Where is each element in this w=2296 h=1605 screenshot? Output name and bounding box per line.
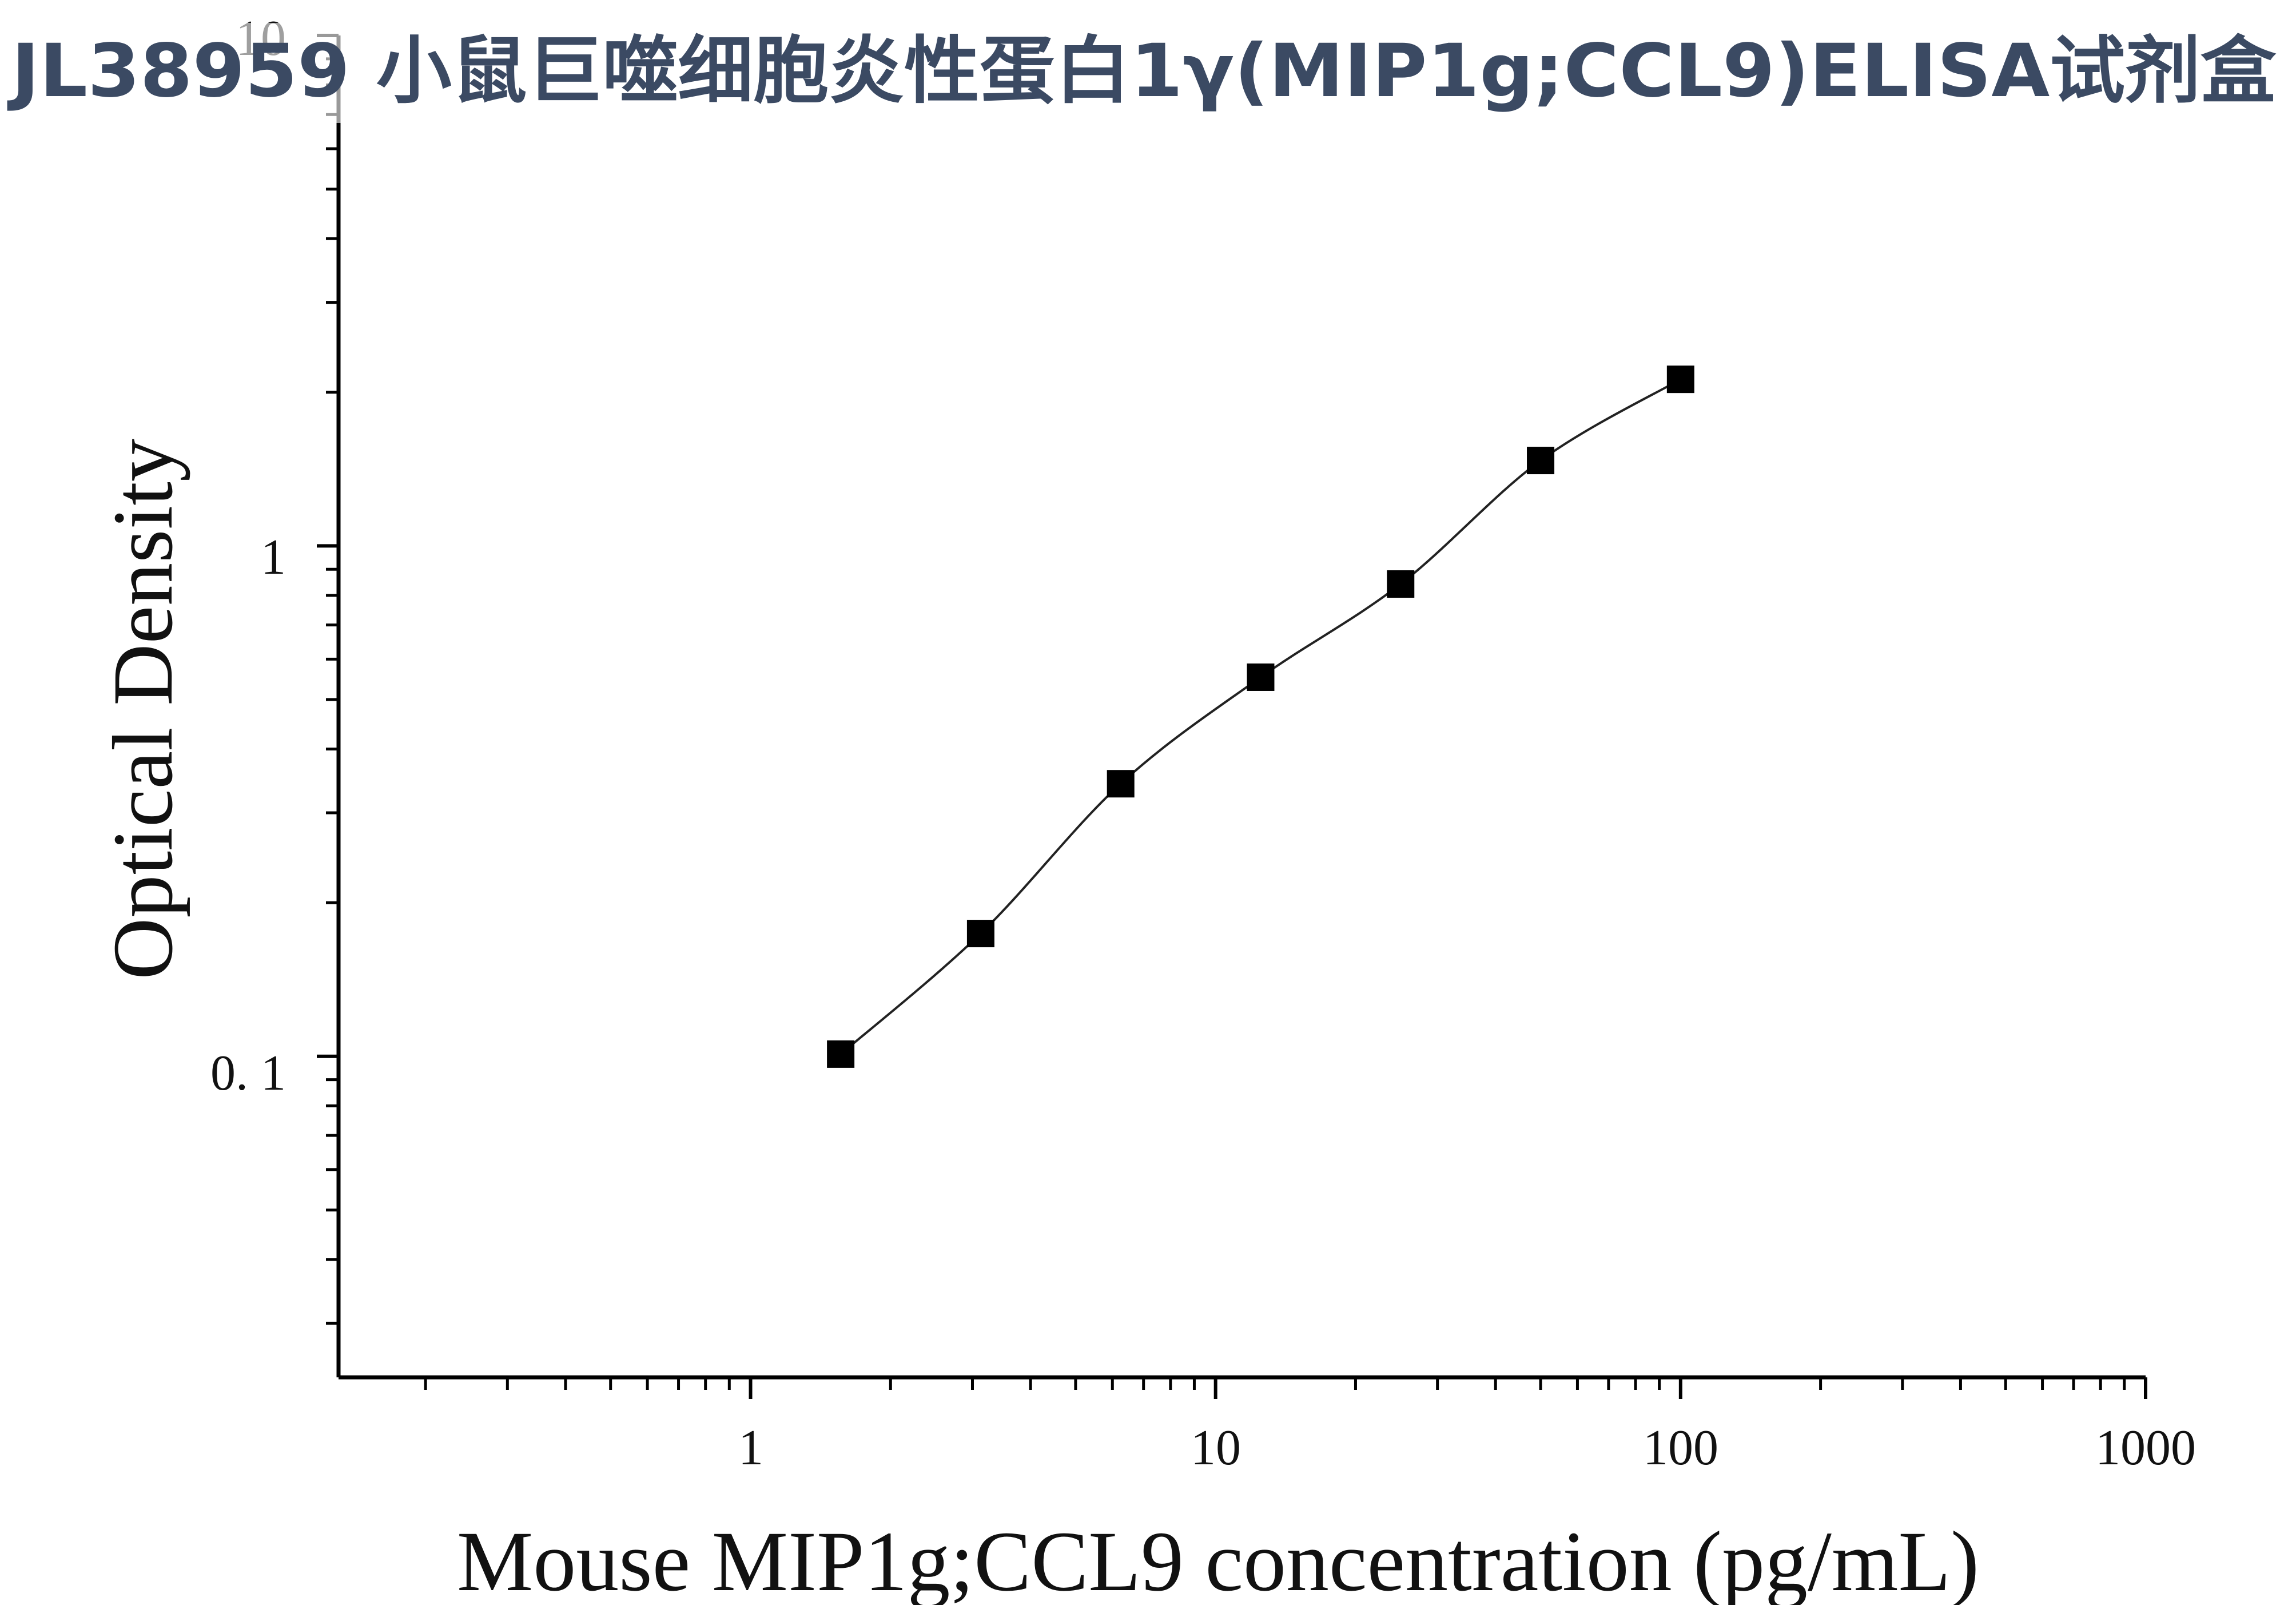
x-axis-label: Mouse MIP1g;CCL9 concentration (pg/mL) — [457, 1514, 1979, 1605]
data-point — [1387, 570, 1415, 598]
y-axis-label: Optical Density — [95, 439, 190, 980]
x-tick-label: 1000 — [2095, 1420, 2196, 1476]
y-tick-label: 0. 1 — [210, 1046, 286, 1101]
fit-curve-group — [839, 378, 1681, 1055]
chart-title: JL38959 小鼠巨噬细胞炎性蛋白1γ(MIP1g;CCL9)ELISA试剂盒 — [7, 29, 2277, 114]
fit-curve — [839, 378, 1681, 1055]
data-point — [1247, 663, 1275, 691]
x-tick-label: 100 — [1643, 1420, 1718, 1476]
y-tick-label: 1 — [261, 530, 286, 585]
data-point — [1107, 770, 1135, 798]
data-point — [827, 1040, 855, 1068]
data-point — [1527, 447, 1555, 475]
data-point — [966, 920, 994, 948]
data-point — [1666, 366, 1694, 394]
x-tick-label: 10 — [1191, 1420, 1241, 1476]
title-backdrop — [17, 23, 2287, 123]
y-tick-labels: 0. 1 1 10 — [210, 11, 286, 1101]
plot-axes — [336, 35, 2146, 1380]
data-points — [827, 366, 1694, 1068]
axis-ticks — [317, 34, 2147, 1399]
x-tick-label: 1 — [738, 1420, 763, 1476]
x-tick-labels: 1 10 100 1000 — [738, 1420, 2196, 1476]
